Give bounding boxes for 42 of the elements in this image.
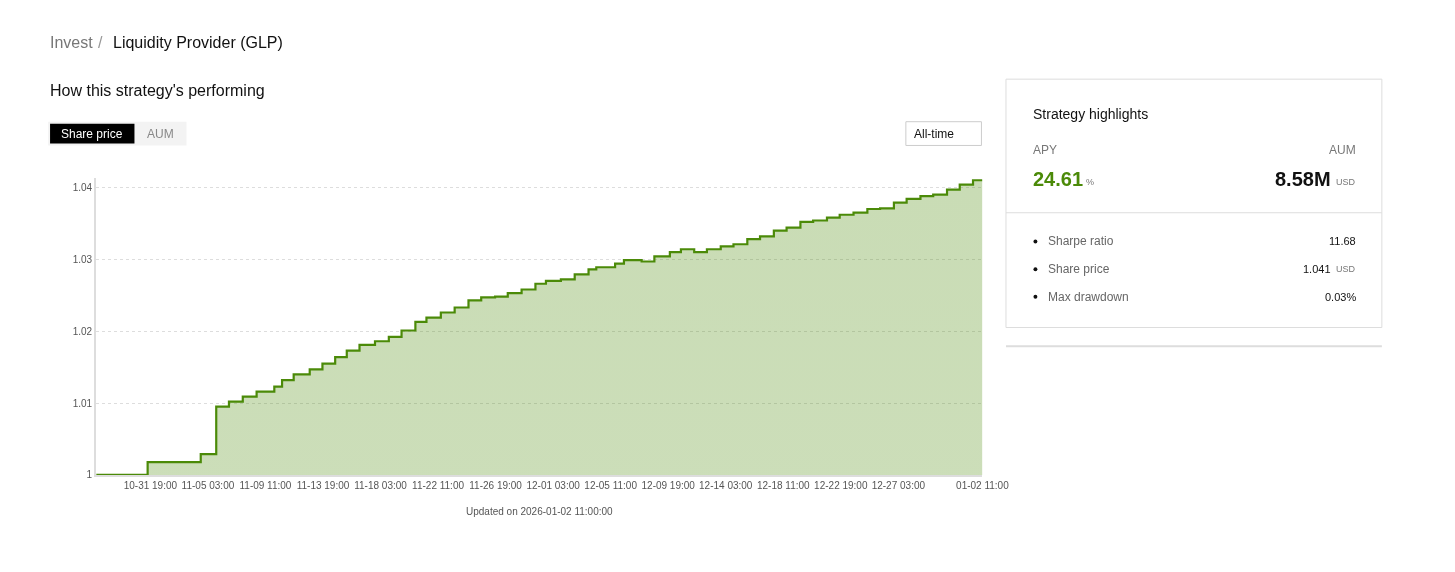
text: Sharpe ratio xyxy=(1048,234,1114,248)
x-tick-label: 12-18 11:00 xyxy=(756,479,811,491)
text: 0.03% xyxy=(1325,291,1357,303)
x-tick-label: 12-22 19:00 xyxy=(814,479,868,491)
text: 1.041 xyxy=(1303,263,1331,275)
x-tick-label: 11-26 19:00 xyxy=(469,479,523,491)
text: USD xyxy=(1336,264,1356,274)
text: 8.58M xyxy=(1275,168,1331,190)
text: USD xyxy=(1336,177,1356,187)
x-tick-label: 12-09 19:00 xyxy=(641,479,696,491)
y-tick-label: 1 xyxy=(86,469,93,481)
text: AUM xyxy=(147,127,174,141)
y-tick-label: 1.01 xyxy=(72,397,93,409)
x-tick-label: 01-02 11:00 xyxy=(956,479,1010,491)
text: AUM xyxy=(1329,143,1356,157)
text: APY xyxy=(1033,143,1058,157)
x-tick-label: 11-05 03:00 xyxy=(181,479,235,491)
x-tick-label: 11-18 03:00 xyxy=(354,479,408,491)
x-tick-label: 10-31 19:00 xyxy=(123,479,178,491)
x-tick-label: 12-05 11:00 xyxy=(584,479,638,491)
x-tick-label: 12-01 03:00 xyxy=(526,479,581,491)
text: 11.68 xyxy=(1329,235,1356,247)
text: Strategy highlights xyxy=(1033,106,1149,122)
y-tick-label: 1.02 xyxy=(72,325,93,337)
y-tick-label: 1.03 xyxy=(72,253,93,265)
text: All-time xyxy=(914,127,955,141)
chart-title: How this strategy's performing xyxy=(50,82,265,99)
x-tick-label: 11-22 11:00 xyxy=(412,479,465,491)
text: Max drawdown xyxy=(1048,290,1129,304)
text: Liquidity Provider (GLP) xyxy=(113,34,283,51)
text: Invest xyxy=(50,34,94,51)
x-tick-label: 11-09 11:00 xyxy=(239,479,292,491)
x-tick-label: 12-14 03:00 xyxy=(699,479,753,491)
x-tick-label: 11-13 19:00 xyxy=(296,479,350,491)
text: Share price xyxy=(1048,262,1110,276)
text: % xyxy=(1086,177,1095,187)
text: Share price xyxy=(61,127,123,141)
y-tick-label: 1.04 xyxy=(72,181,93,193)
text: / xyxy=(98,34,103,51)
text: Updated on 2026-01-02 11:00:00 xyxy=(466,506,614,517)
x-tick-label: 12-27 03:00 xyxy=(871,479,926,491)
text: 24.61 xyxy=(1033,168,1084,190)
